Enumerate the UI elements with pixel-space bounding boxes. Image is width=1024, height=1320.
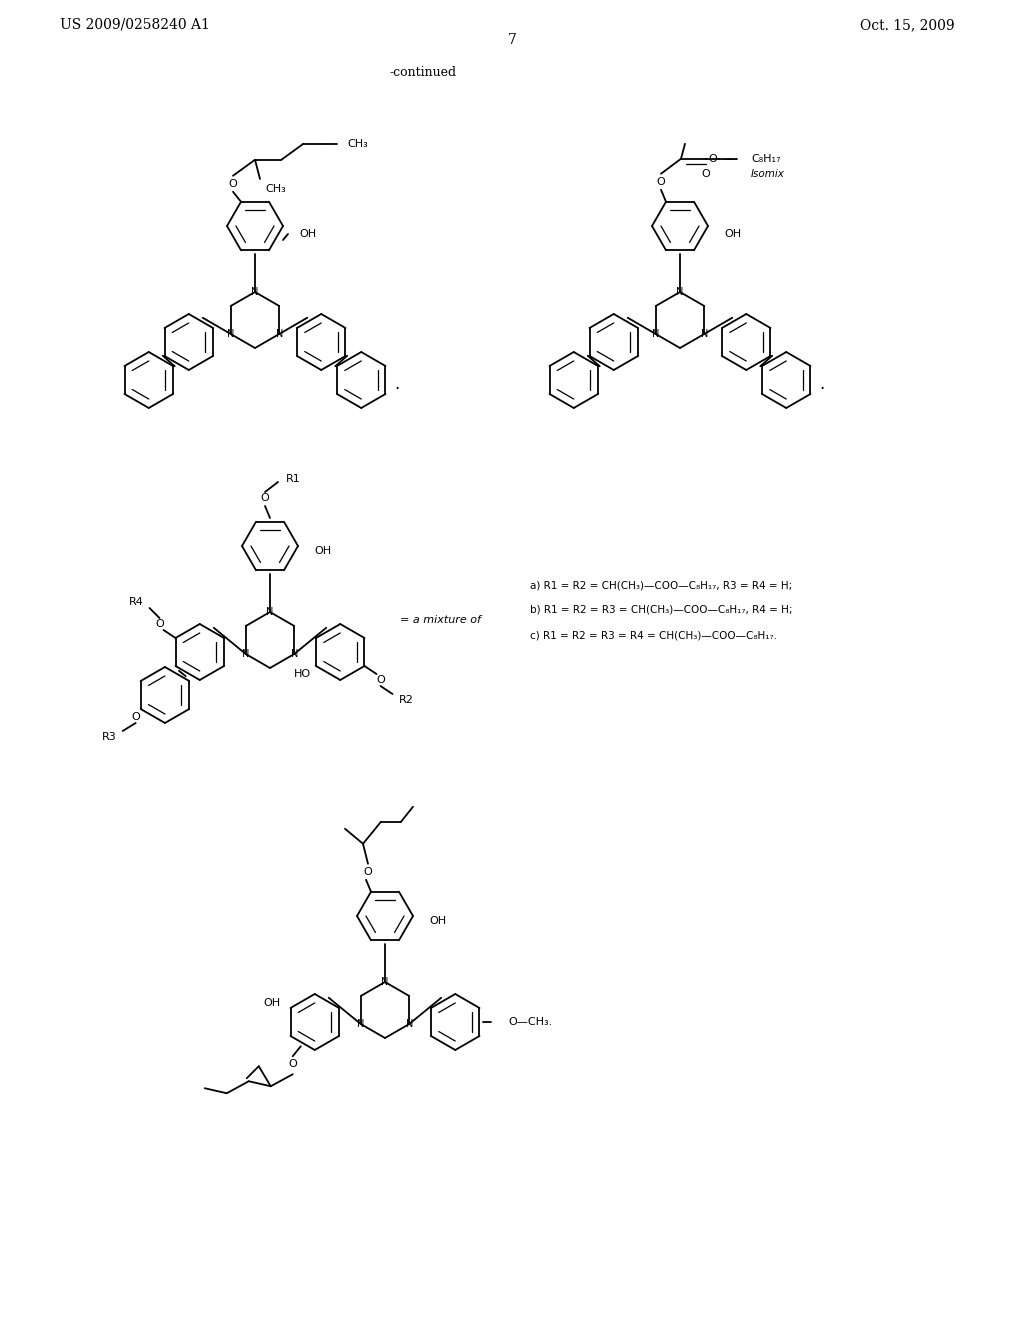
Text: N: N [266,607,273,616]
Text: CH₃: CH₃ [347,139,369,149]
Text: O: O [709,153,718,164]
Text: c) R1 = R2 = R3 = R4 = CH(CH₃)—COO—C₈H₁₇.: c) R1 = R2 = R3 = R4 = CH(CH₃)—COO—C₈H₁₇… [530,630,777,640]
Text: O: O [701,169,711,178]
Text: N: N [251,286,259,297]
Text: N: N [227,329,234,339]
Text: N: N [291,649,298,659]
Text: R2: R2 [398,696,414,705]
Text: O: O [376,675,385,685]
Text: Isomix: Isomix [751,169,784,178]
Text: N: N [357,1019,365,1030]
Text: OH: OH [314,546,331,556]
Text: N: N [381,977,389,987]
Text: N: N [406,1019,413,1030]
Text: b) R1 = R2 = R3 = CH(CH₃)—COO—C₈H₁₇, R4 = H;: b) R1 = R2 = R3 = CH(CH₃)—COO—C₈H₁₇, R4 … [530,605,793,615]
Text: OH: OH [299,228,316,239]
Text: a) R1 = R2 = CH(CH₃)—COO—C₈H₁₇, R3 = R4 = H;: a) R1 = R2 = CH(CH₃)—COO—C₈H₁₇, R3 = R4 … [530,579,793,590]
Text: O: O [364,867,373,876]
Text: —: — [723,153,734,164]
Text: Oct. 15, 2009: Oct. 15, 2009 [860,18,954,32]
Text: OH: OH [724,228,741,239]
Text: N: N [242,649,250,659]
Text: OH: OH [429,916,446,927]
Text: HO: HO [294,669,311,678]
Text: N: N [700,329,708,339]
Text: .: . [819,375,825,393]
Text: O: O [228,178,238,189]
Text: O: O [261,492,269,503]
Text: N: N [652,329,659,339]
Text: US 2009/0258240 A1: US 2009/0258240 A1 [60,18,210,32]
Text: R4: R4 [129,597,143,607]
Text: -continued: -continued [390,66,457,78]
Text: .: . [394,375,400,393]
Text: O: O [131,711,140,722]
Text: N: N [676,286,684,297]
Text: 7: 7 [508,33,516,48]
Text: O: O [289,1059,297,1069]
Text: O—CH₃.: O—CH₃. [508,1016,553,1027]
Text: N: N [275,329,283,339]
Text: O: O [155,619,164,630]
Text: OH: OH [263,998,281,1008]
Text: C₈H₁₇: C₈H₁₇ [751,153,780,164]
Text: = a mixture of: = a mixture of [400,615,481,624]
Text: CH₃: CH₃ [265,183,286,194]
Text: R1: R1 [286,474,301,484]
Text: R3: R3 [102,733,117,742]
Text: O: O [656,177,666,186]
